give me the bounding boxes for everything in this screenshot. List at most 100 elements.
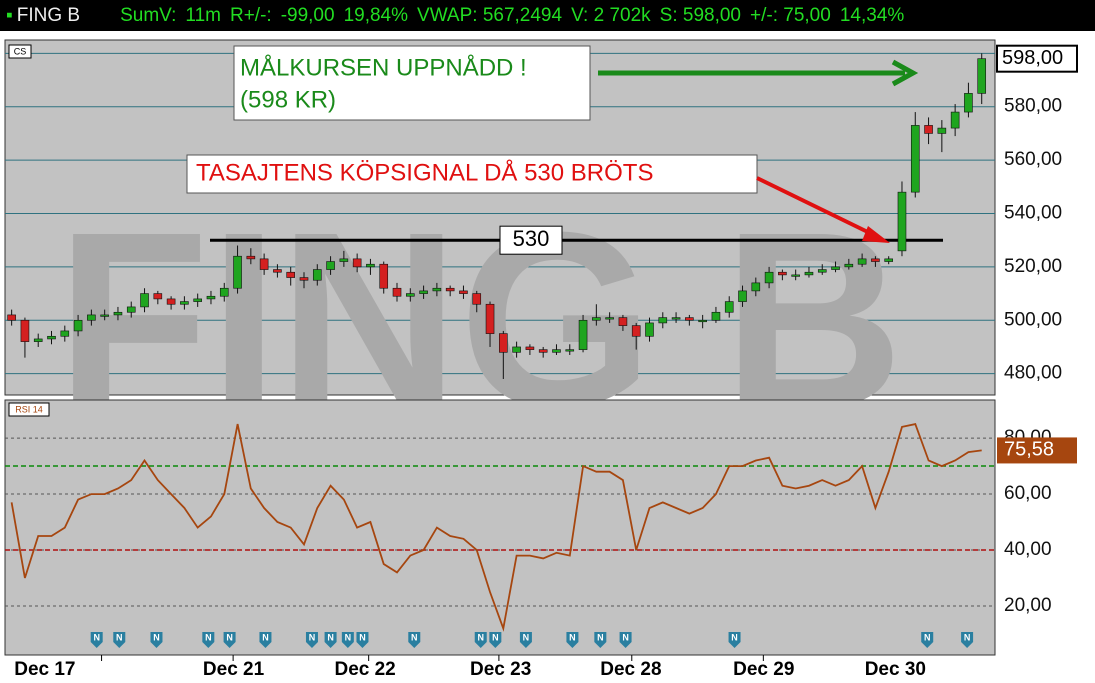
candle — [246, 255, 256, 260]
candle — [459, 290, 468, 294]
candle — [884, 258, 893, 262]
news-marker — [305, 632, 318, 648]
candle — [724, 301, 734, 313]
x-tick-label: Dec 29 — [733, 659, 794, 680]
badge: CS — [14, 46, 27, 56]
level-box — [499, 225, 563, 255]
candle — [312, 269, 322, 281]
candle — [419, 290, 428, 294]
candle — [950, 111, 960, 129]
candle — [20, 319, 30, 342]
news-label: N — [309, 632, 316, 642]
candle — [259, 258, 269, 270]
header-item: 19,84% — [343, 5, 409, 26]
candle — [392, 287, 402, 297]
badge-box — [8, 402, 50, 417]
candle — [206, 295, 216, 300]
candle — [525, 346, 535, 350]
candle — [871, 258, 880, 262]
news-label: N — [597, 632, 604, 642]
panel-bg — [4, 399, 996, 656]
y-tick-label: 540,00 — [1004, 203, 1062, 224]
current-label: 598,00 — [1002, 47, 1063, 69]
news-marker — [150, 632, 163, 648]
candle — [685, 317, 694, 321]
candle — [286, 271, 296, 278]
news-marker — [341, 632, 354, 648]
header-item: 14,34% — [839, 5, 905, 26]
candle — [339, 258, 349, 262]
candle — [366, 263, 375, 268]
candle — [352, 258, 362, 268]
news-label: N — [262, 632, 269, 642]
news-label: N — [359, 632, 366, 642]
candle — [140, 293, 149, 308]
candle — [233, 255, 242, 289]
current-box — [997, 437, 1077, 464]
annotation-text: MÅLKURSEN UPPNÅDD ! — [240, 53, 527, 81]
news-label: N — [523, 632, 530, 642]
candle — [432, 287, 442, 292]
candle — [671, 317, 681, 320]
y-tick-label: 500,00 — [1004, 309, 1062, 330]
header-item: -99,00 — [280, 5, 335, 26]
news-label: N — [492, 632, 499, 642]
candle — [764, 271, 774, 284]
candle — [299, 277, 309, 281]
current-box — [996, 44, 1078, 73]
x-tick-label: Dec 30 — [865, 659, 926, 680]
news-marker — [728, 632, 741, 648]
candle — [180, 301, 189, 305]
candle — [47, 335, 56, 340]
candle — [219, 287, 229, 297]
candle — [193, 298, 202, 302]
arrow-head — [862, 226, 890, 243]
candle — [791, 274, 800, 277]
candle — [618, 317, 628, 326]
x-tick-label: Dec 21 — [203, 659, 265, 680]
candle — [964, 93, 973, 113]
candle — [698, 319, 707, 323]
news-label: N — [924, 632, 931, 642]
candle — [778, 271, 787, 276]
news-label: N — [477, 632, 484, 642]
news-marker — [474, 632, 487, 648]
header-item: 11m — [185, 5, 221, 26]
news-marker — [519, 632, 532, 648]
badge-box — [8, 44, 32, 59]
news-label: N — [964, 632, 971, 642]
arrow — [756, 176, 879, 239]
ticker: FING B — [16, 5, 81, 26]
candle — [60, 330, 70, 337]
candle — [658, 317, 668, 324]
candle — [326, 261, 335, 270]
candle — [738, 290, 747, 302]
arrow-head — [891, 59, 919, 87]
header-item: S: 598,00 — [659, 5, 741, 26]
news-marker — [90, 632, 103, 648]
candle — [751, 282, 761, 292]
candle — [565, 349, 575, 352]
news-marker — [489, 632, 502, 648]
candle — [406, 293, 415, 297]
candle — [844, 263, 854, 268]
x-tick-label: Dec 17 — [14, 659, 75, 680]
news-label: N — [345, 632, 352, 642]
news-label: N — [327, 632, 334, 642]
news-marker — [202, 632, 215, 648]
candle — [897, 191, 907, 252]
header-item: SumV: — [120, 5, 177, 26]
candle — [7, 314, 16, 321]
candle — [910, 125, 920, 193]
news-marker — [921, 632, 934, 648]
candle — [857, 258, 867, 265]
candle — [605, 317, 614, 320]
candle — [166, 298, 176, 305]
candle — [592, 317, 601, 321]
candle — [499, 333, 508, 353]
news-marker — [619, 632, 632, 648]
annotation-box — [186, 154, 758, 194]
annotation-box — [233, 45, 591, 121]
candle — [100, 314, 109, 317]
